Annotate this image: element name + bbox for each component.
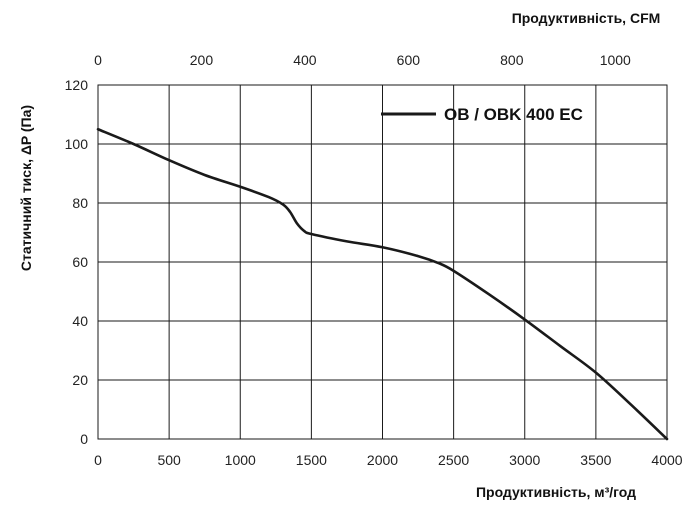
x-tick-label: 1000	[225, 452, 256, 468]
legend-label: OB / OBK 400 EC	[444, 105, 583, 124]
x2-tick-label: 400	[293, 52, 317, 68]
x2-tick-label: 600	[397, 52, 421, 68]
grid	[97, 84, 668, 440]
x-tick-label: 4000	[651, 452, 682, 468]
x-tick-label: 1500	[296, 452, 327, 468]
tick-labels: 0 500 1000 1500 2000 2500 3000 3500 400002040608…	[65, 52, 683, 468]
y-tick-label: 100	[65, 136, 89, 152]
y-tick-label: 60	[72, 254, 88, 270]
legend: OB / OBK 400 EC	[381, 105, 583, 124]
x-tick-label: 0	[94, 452, 102, 468]
y-tick-label: 40	[72, 313, 88, 329]
x-tick-label: 3000	[509, 452, 540, 468]
x2-tick-label: 800	[500, 52, 524, 68]
x2-tick-label: 0	[94, 52, 102, 68]
plot-frame	[97, 84, 668, 440]
x2-tick-label: 1000	[600, 52, 631, 68]
x-tick-label: 500	[157, 452, 181, 468]
bottom-axis-title: Продуктивність, м³/год	[476, 484, 636, 500]
y-tick-label: 120	[65, 77, 89, 93]
x-tick-label: 2500	[438, 452, 469, 468]
y-tick-label: 80	[72, 195, 88, 211]
x2-tick-label: 200	[190, 52, 214, 68]
x-tick-label: 3500	[580, 452, 611, 468]
y-axis-title: Статичний тиск, ΔP (Па)	[18, 105, 34, 271]
y-tick-label: 0	[80, 431, 88, 447]
y-tick-label: 20	[72, 372, 88, 388]
performance-curve	[96, 127, 669, 441]
x-tick-label: 2000	[367, 452, 398, 468]
top-axis-title: Продуктивність, CFM	[512, 10, 661, 26]
